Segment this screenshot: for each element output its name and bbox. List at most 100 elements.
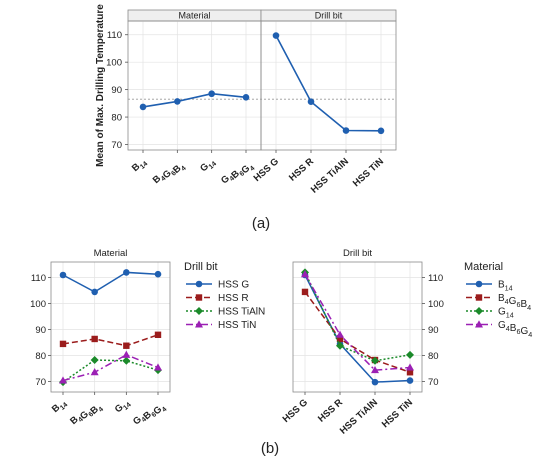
y-tick-label: 110 — [31, 273, 46, 284]
x-tick-label: HSS TiAlN — [309, 156, 351, 196]
y-tick-label: 90 — [35, 325, 46, 336]
y-tick-label: 110 — [428, 273, 443, 284]
x-tick-label: G4B6G4 — [219, 156, 256, 192]
y-tick-label: 100 — [428, 299, 444, 310]
series-point — [154, 363, 162, 371]
series-point — [301, 270, 309, 278]
legend-marker — [195, 307, 203, 315]
legend-marker — [475, 307, 483, 315]
series-point — [91, 288, 98, 296]
legend-label: HSS R — [218, 293, 249, 304]
y-tick-label: 90 — [111, 85, 122, 96]
main-effect-point — [342, 127, 350, 134]
y-tick-label: 110 — [107, 30, 122, 41]
series-point — [371, 356, 379, 365]
x-tick-label: G14 — [113, 397, 133, 417]
main-effect-line — [142, 92, 247, 108]
y-axis-label: Mean of Max. Drilling Temperature — [95, 4, 106, 167]
y-tick-label: 80 — [428, 351, 439, 362]
main-effect-point — [377, 127, 385, 135]
x-tick-label: B4G6B4 — [68, 397, 105, 433]
series-point — [336, 330, 344, 338]
series-line — [304, 273, 411, 371]
legend-marker — [475, 320, 483, 328]
legend-title: Drill bit — [184, 261, 218, 273]
legend-label: G4B6G4 — [498, 320, 532, 339]
x-tick-label: HSS TiAlN — [338, 397, 380, 437]
series-line — [62, 271, 159, 293]
y-tick-label: 80 — [35, 351, 46, 362]
main-effect-point — [242, 94, 250, 101]
strip-label: Drill bit — [315, 11, 343, 21]
series-point — [122, 350, 131, 358]
x-tick-label: B14 — [130, 156, 150, 175]
legend-label: B4G6B4 — [498, 293, 531, 312]
series-point — [406, 350, 414, 359]
y-tick-label: 70 — [111, 140, 122, 151]
panel-title: Material — [94, 248, 128, 259]
series-point — [123, 269, 130, 276]
main-effect-point — [139, 103, 147, 111]
main-effect-point — [272, 32, 280, 39]
y-tick-label: 70 — [428, 377, 439, 388]
series-point — [59, 271, 67, 279]
series-point — [91, 335, 98, 343]
main-effect-point — [307, 98, 315, 105]
legend-label: HSS G — [218, 280, 249, 291]
series-point — [59, 340, 67, 348]
legend-marker — [195, 280, 203, 288]
legend-marker — [475, 294, 483, 301]
caption-a: (a) — [252, 215, 270, 232]
series-point — [371, 365, 379, 374]
y-tick-label: 80 — [111, 113, 122, 124]
x-tick-label: HSS TiN — [351, 156, 386, 189]
panel-title: Drill bit — [343, 248, 372, 259]
x-tick-label: HSS R — [316, 397, 345, 425]
series-line — [304, 291, 411, 373]
x-tick-label: G14 — [198, 156, 218, 176]
legend-label: HSS TiN — [218, 320, 256, 331]
legend-marker — [195, 320, 203, 328]
series-point — [336, 341, 344, 350]
series-point — [406, 363, 414, 371]
series-point — [336, 335, 344, 343]
series-point — [90, 368, 99, 376]
main-effect-point — [208, 90, 215, 98]
y-tick-label: 90 — [428, 325, 439, 336]
series-point — [123, 342, 130, 349]
x-tick-label: B14 — [50, 397, 70, 416]
main-effect-point — [174, 98, 181, 105]
plot-frame — [260, 20, 397, 151]
series-point — [154, 270, 162, 278]
x-tick-label: B4G6B4 — [151, 156, 188, 192]
series-point — [90, 356, 99, 365]
x-tick-label: HSS TiN — [380, 397, 415, 430]
x-tick-label: G4B6G4 — [131, 397, 168, 433]
legend-label: G14 — [498, 307, 514, 320]
series-point — [406, 377, 414, 384]
caption-b: (b) — [261, 440, 279, 457]
series-point — [59, 376, 67, 384]
strip-label: Material — [178, 11, 210, 21]
legend-marker — [195, 294, 203, 301]
series-point — [154, 331, 162, 338]
plot-frame — [50, 261, 171, 393]
series-point — [371, 378, 379, 386]
series-line — [304, 272, 411, 362]
y-tick-label: 70 — [35, 377, 46, 388]
legend-title: Material — [464, 261, 503, 273]
legend-label: B14 — [498, 280, 513, 293]
series-line — [62, 334, 159, 347]
x-tick-label: HSS G — [281, 397, 310, 425]
x-tick-label: HSS R — [287, 156, 316, 184]
legend-label: HSS TiAlN — [218, 307, 265, 318]
plot-frame — [292, 261, 423, 393]
series-point — [122, 356, 131, 365]
plot-frame — [127, 20, 262, 151]
series-line — [62, 353, 159, 382]
series-point — [301, 288, 309, 296]
y-tick-label: 100 — [30, 299, 46, 310]
main-effect-line — [275, 35, 382, 132]
y-tick-label: 100 — [106, 58, 122, 69]
